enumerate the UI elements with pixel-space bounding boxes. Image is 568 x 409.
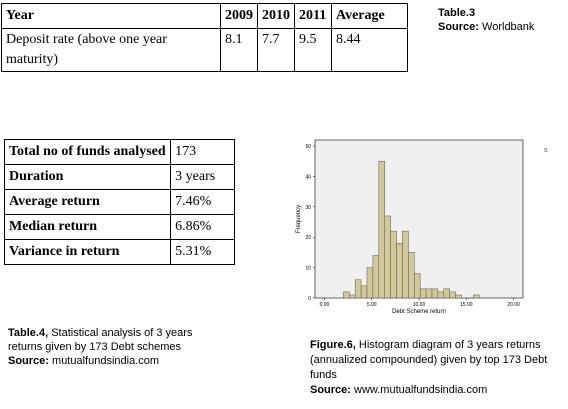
x-tick-label-3: 15.00 (460, 302, 473, 308)
stat-label-median-return: Median return (3, 214, 172, 240)
table3-header-2010: 2010 (257, 3, 295, 29)
stat-value-median-return: 6.86% (170, 214, 235, 240)
table4-caption-label: Table.4, (8, 327, 49, 339)
histogram-bar-16 (437, 291, 445, 299)
stat-value-variance: 5.31% (170, 239, 235, 265)
table3-cell-2011: 9.5 (294, 28, 332, 72)
stat-value-average-return: 7.46% (170, 189, 235, 215)
histogram-bar-6 (378, 161, 385, 299)
returns-histogram: 0 10 20 30 40 50 0.00 5.00 10.00 15.00 20.00 Freq… (291, 130, 561, 320)
table4-caption-source-label: Source: (8, 355, 49, 367)
table-row: Duration 3 years (3, 164, 235, 190)
table-row: Average return 7.46% (3, 189, 235, 215)
y-tick-label-5: 50 (305, 144, 311, 150)
table3-caption-source-label: Source: (438, 21, 479, 33)
y-tick-label-1: 10 (305, 266, 311, 272)
x-tick-label-1: 5.00 (367, 302, 377, 308)
y-axis-label: Frequency (296, 205, 302, 233)
y-tick-label-0: 0 (308, 296, 311, 302)
histogram-bar-5 (372, 255, 380, 299)
histogram-bar-19 (455, 294, 462, 299)
histogram-bar-3 (360, 285, 368, 299)
x-axis-ticks: 0.00 5.00 10.00 15.00 20.00 (320, 298, 520, 308)
histogram-bar-7 (384, 215, 391, 299)
histogram-bar-9 (396, 243, 403, 299)
figure6-caption-label: Figure.6, (310, 339, 356, 351)
x-axis-label: Debt Scheme return (392, 309, 446, 315)
histogram-bar-0 (343, 291, 350, 299)
figure6-caption-text: Histogram diagram of 3 years returns (an… (310, 339, 548, 381)
y-axis-ticks: 0 10 20 30 40 50 (305, 144, 315, 302)
table3-cell-2009: 8.1 (220, 28, 258, 72)
stat-label-average-return: Average return (3, 189, 172, 215)
histogram-bar-11 (408, 252, 415, 299)
table3-cell-2010: 7.7 (257, 28, 295, 72)
table3-caption-title: Table.3 (438, 7, 476, 19)
table3-header-year: Year (1, 3, 221, 29)
table-row: Median return 6.86% (3, 214, 235, 240)
histogram-bar-1 (349, 294, 356, 299)
figure6-caption-source-label: Source: (310, 384, 351, 396)
table4-caption-source: mutualfundsindia.com (48, 355, 160, 367)
table3-header-2009: 2009 (220, 3, 258, 29)
histogram-bar-15 (431, 288, 439, 299)
histogram-bar-2 (354, 279, 362, 299)
table3-header-average: Average (331, 3, 408, 29)
stat-label-variance: Variance in return (3, 239, 172, 265)
figure6-caption-source: www.mutualfundsindia.com (350, 384, 488, 396)
y-tick-label-2: 20 (305, 235, 311, 241)
stat-label-duration: Duration (3, 164, 172, 190)
plot-area (314, 139, 524, 299)
figure6-caption: Figure.6, Histogram diagram of 3 years r… (310, 338, 565, 398)
histogram-bars (343, 161, 480, 299)
histogram-bar-14 (425, 288, 433, 299)
table3-caption: Table.3 Source: Worldbank (438, 6, 534, 34)
fund-stats-table: Total no of funds analysed 173 Duration … (3, 139, 235, 265)
figure-side-mark: s (544, 147, 548, 154)
table4-caption: Table.4, Statistical analysis of 3 years… (8, 326, 228, 368)
x-tick-label-0: 0.00 (320, 302, 330, 308)
table3-header-row: Year 2009 2010 2011 Average (1, 3, 408, 29)
table-row: Variance in return 5.31% (3, 239, 235, 265)
x-tick-label-4: 20.00 (507, 302, 520, 308)
table3-cell-average: 8.44 (331, 28, 408, 72)
deposit-rate-table: Year 2009 2010 2011 Average Deposit rate… (1, 3, 408, 72)
table4-caption-text: Statistical analysis of 3 years returns … (8, 327, 193, 353)
table3-row: Deposit rate (above one year maturity) 8… (1, 28, 408, 72)
histogram-bar-12 (414, 273, 421, 299)
histogram-bar-8 (390, 230, 397, 299)
stat-value-total-funds: 173 (170, 139, 235, 165)
table3-caption-source: Worldbank (482, 21, 535, 33)
histogram-bar-18 (449, 291, 456, 299)
table3-row-label: Deposit rate (above one year maturity) (1, 28, 221, 72)
histogram-bar-20 (473, 294, 480, 299)
histogram-bar-17 (443, 288, 450, 299)
y-tick-label-3: 30 (305, 205, 311, 211)
stat-label-total-funds: Total no of funds analysed (3, 139, 172, 165)
x-tick-label-2: 10.00 (413, 302, 426, 308)
table-row: Total no of funds analysed 173 (3, 139, 235, 165)
stat-value-duration: 3 years (170, 164, 235, 190)
histogram-bar-4 (366, 267, 374, 299)
histogram-bar-13 (419, 288, 427, 299)
y-tick-label-4: 40 (305, 174, 311, 180)
histogram-bar-10 (402, 230, 409, 299)
table3-header-2011: 2011 (294, 3, 332, 29)
